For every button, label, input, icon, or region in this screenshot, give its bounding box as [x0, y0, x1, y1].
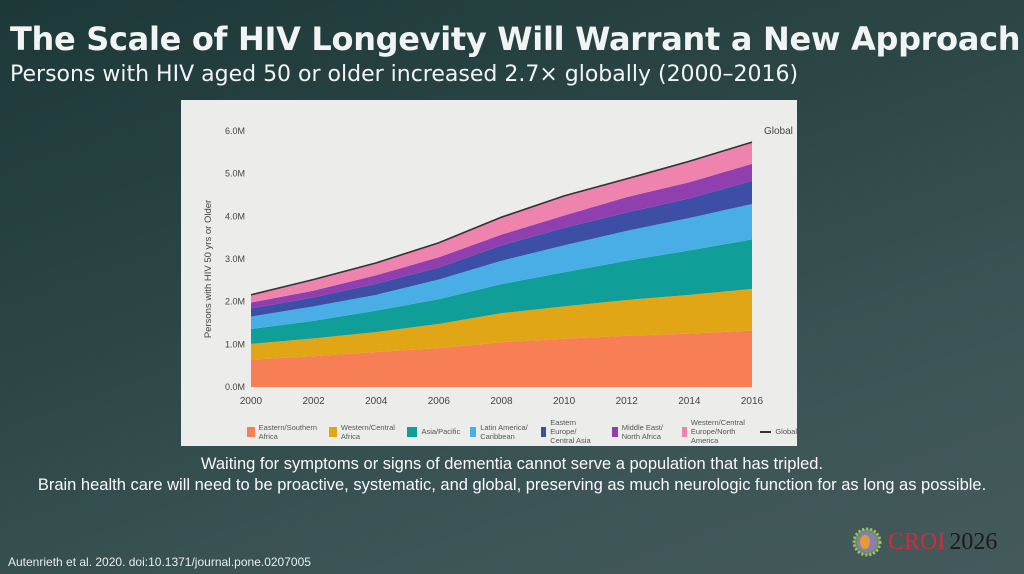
legend-swatch [540, 426, 547, 437]
legend-item: Global [760, 427, 797, 436]
body-line: Brain health care will need to be proact… [37, 476, 987, 494]
legend-label: Eastern/Southern Africa [258, 422, 318, 441]
legend-line-swatch [760, 430, 772, 433]
logo-text: CROI [888, 528, 946, 555]
slide-body: Waiting for symptoms or signs of dementi… [0, 454, 1024, 496]
legend-item: Asia/Pacific [407, 426, 461, 437]
area-series-0 [251, 330, 752, 387]
legend-item: Middle East/ North Africa [611, 422, 673, 441]
global-line [250, 141, 753, 296]
citation: Autenrieth et al. 2020. doi:10.1371/jour… [8, 555, 311, 569]
legend-item: Western/Central Africa [329, 423, 397, 441]
legend-swatch [682, 426, 687, 437]
legend-item: Eastern Europe/ Central Asia [540, 418, 602, 445]
area-series-5 [251, 163, 752, 309]
legend-label: Middle East/ North Africa [621, 422, 663, 441]
legend-swatch [470, 426, 477, 437]
y-tick-label: 3.0M [225, 254, 245, 264]
y-tick-label: 4.0M [225, 211, 245, 221]
legend-swatch [611, 426, 618, 437]
area-series-6 [251, 142, 752, 303]
global-label: Global [764, 126, 793, 137]
legend-item: Latin America/ Caribbean [470, 423, 531, 441]
legend-item: Eastern/Southern Africa [247, 423, 319, 441]
y-tick-label: 2.0M [225, 297, 245, 307]
virus-icon [852, 527, 882, 557]
y-tick-label: 1.0M [225, 339, 245, 349]
croi-logo: CROI 2026 [850, 525, 997, 559]
legend-label: Global [775, 427, 798, 436]
x-tick-label: 2016 [741, 396, 764, 407]
body-line: Waiting for symptoms or signs of dementi… [200, 455, 824, 473]
x-tick-label: 2002 [303, 396, 326, 407]
legend-label: Western/Central Europe/North America [690, 418, 745, 445]
x-tick-label: 2000 [240, 396, 263, 407]
chart: Global 0.0M 1.0M 2.0M 3.0M 4.0M 5.0M 6.0M 2000 20… [181, 100, 797, 446]
legend-item: Western/Central Europe/North America [682, 418, 750, 445]
legend-label: Asia/Pacific [421, 427, 461, 436]
x-tick-label: 2008 [490, 396, 513, 407]
legend-label: Western/Central Africa [340, 422, 395, 441]
x-tick-label: 2006 [428, 396, 451, 407]
legend-label: Eastern Europe/ Central Asia [550, 418, 591, 445]
slide-title: The Scale of HIV Longevity Will Warrant … [10, 20, 1021, 58]
x-tick-label: 2014 [678, 396, 701, 407]
slide-subtitle: Persons with HIV aged 50 or older increa… [10, 62, 799, 87]
legend-swatch [247, 426, 255, 437]
x-tick-label: 2012 [616, 396, 639, 407]
legend-swatch [407, 426, 418, 437]
y-tick-label: 5.0M [225, 169, 245, 179]
y-tick-label: 0.0M [225, 382, 245, 392]
stacked-area-chart: Global 0.0M 1.0M 2.0M 3.0M 4.0M 5.0M 6.0M 2000 20… [203, 126, 793, 407]
legend-label: Latin America/ Caribbean [480, 422, 528, 441]
logo-year: 2026 [949, 528, 998, 555]
area-series-4 [251, 180, 752, 317]
chart-legend: Eastern/Southern Africa Western/Central A… [247, 418, 797, 445]
x-tick-label: 2010 [553, 396, 576, 407]
y-tick-label: 6.0M [225, 126, 245, 136]
y-axis-label: Persons with HIV 50 yrs or Older [203, 200, 214, 338]
legend-swatch [329, 426, 337, 437]
x-tick-label: 2004 [365, 396, 388, 407]
area-series-3 [251, 203, 752, 329]
area-series-1 [251, 288, 752, 360]
area-series-2 [251, 239, 752, 344]
